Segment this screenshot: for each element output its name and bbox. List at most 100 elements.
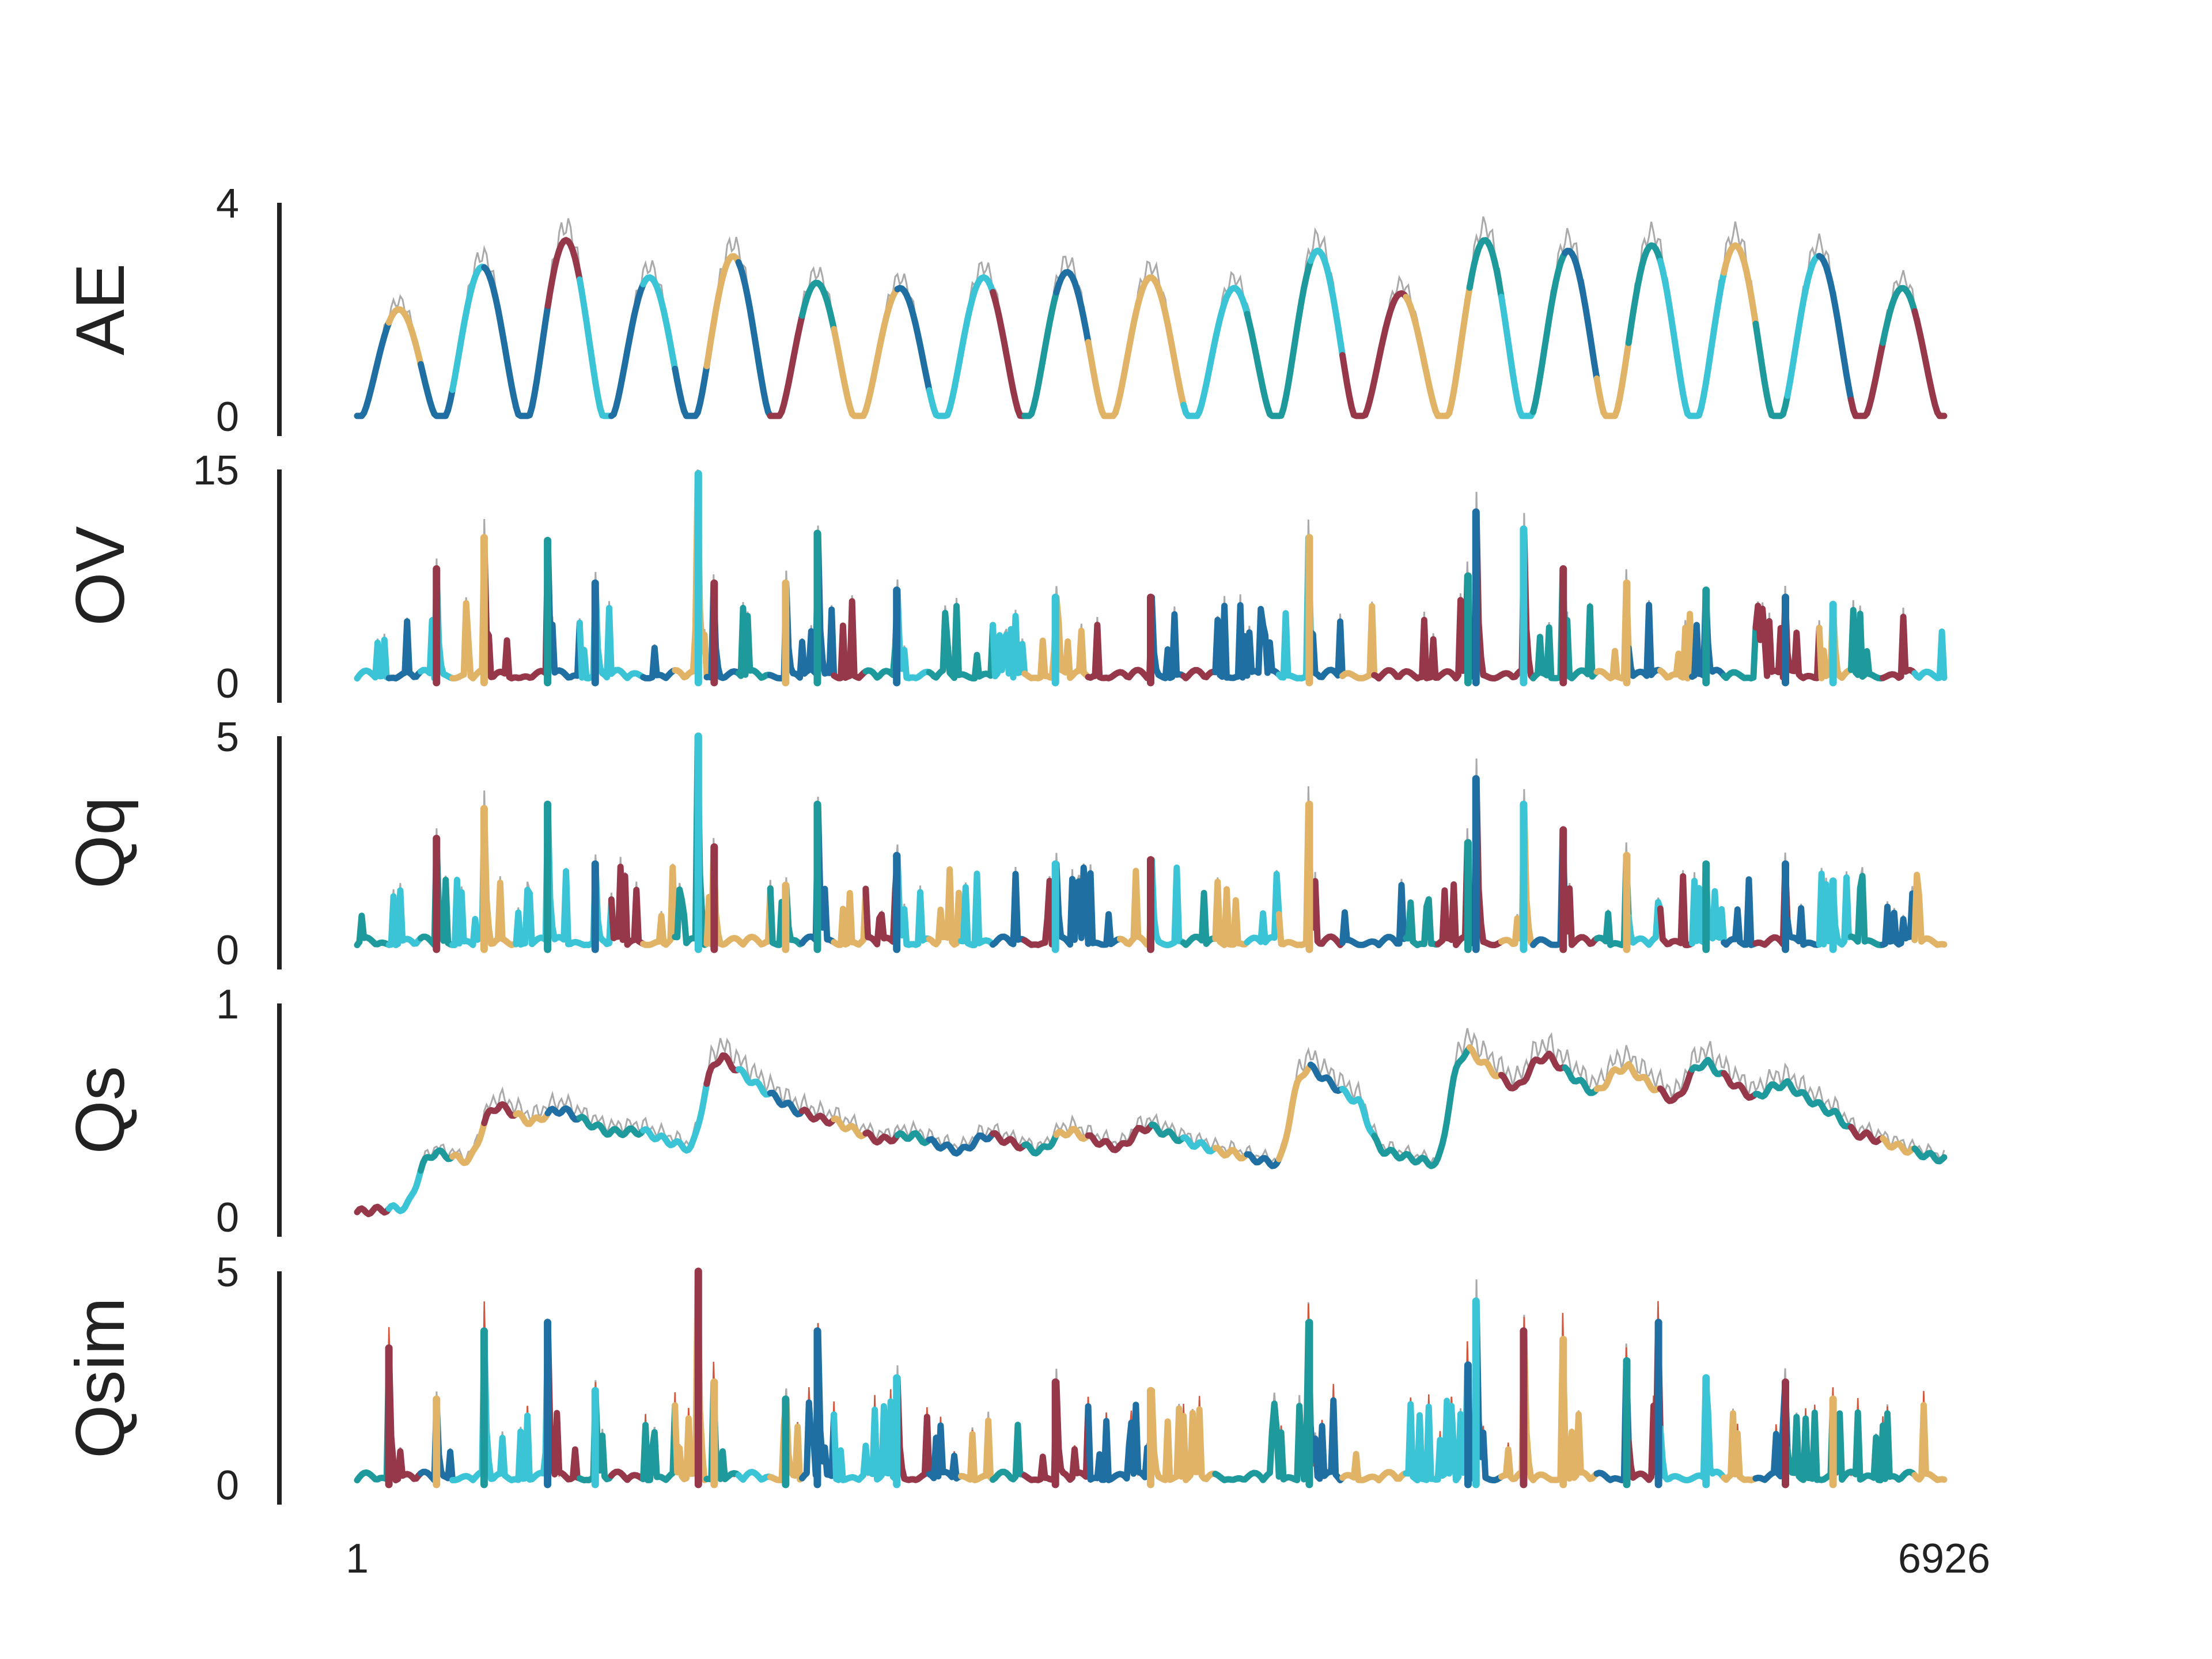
regime-segment bbox=[1562, 1411, 1600, 1482]
regime-segment bbox=[990, 870, 1028, 948]
regime-segment bbox=[1657, 257, 1695, 419]
regime-segment bbox=[1275, 801, 1314, 948]
regime-segment bbox=[672, 363, 710, 419]
regime-segment bbox=[481, 534, 520, 681]
regime-segment bbox=[1880, 1410, 1918, 1483]
regime-segment bbox=[926, 349, 964, 419]
regime-segment bbox=[1498, 801, 1537, 948]
regime-segment bbox=[1721, 1070, 1759, 1101]
y-tick-label-max: 5 bbox=[216, 714, 239, 760]
regime-segment bbox=[1212, 1471, 1251, 1483]
regime-segment bbox=[1530, 249, 1569, 415]
regime-segment bbox=[1403, 1401, 1441, 1484]
regime-segment bbox=[1403, 294, 1441, 419]
x-tick-label-start: 1 bbox=[346, 1536, 369, 1582]
regime-segment bbox=[1149, 594, 1187, 681]
regime-segment bbox=[1562, 1064, 1600, 1096]
regime-segment bbox=[1116, 594, 1155, 681]
observed-series-line bbox=[356, 1028, 1945, 1215]
regime-segment bbox=[1371, 1132, 1410, 1162]
regime-segment bbox=[1403, 616, 1441, 682]
regime-segment bbox=[1784, 1078, 1823, 1108]
regime-segment bbox=[1434, 284, 1473, 419]
regime-segment bbox=[1021, 289, 1060, 419]
regime-segment bbox=[1180, 1406, 1219, 1483]
regime-segment bbox=[1244, 310, 1282, 419]
regime-segment bbox=[735, 1066, 774, 1098]
regime-segment bbox=[1434, 1044, 1473, 1161]
regime-segment bbox=[957, 1130, 997, 1153]
regime-segment bbox=[990, 289, 1028, 419]
regime-segment bbox=[1180, 889, 1219, 948]
regime-segment bbox=[640, 864, 679, 948]
regime-segment bbox=[831, 598, 869, 681]
regime-segment bbox=[1847, 1124, 1887, 1145]
regime-segment bbox=[1625, 899, 1664, 948]
regime-segment bbox=[1562, 885, 1600, 948]
regime-segment bbox=[862, 286, 901, 414]
regime-segment bbox=[957, 274, 997, 356]
regime-segment bbox=[767, 1089, 805, 1118]
regime-segment bbox=[481, 805, 520, 948]
regime-segment bbox=[1116, 857, 1155, 948]
regime-segment bbox=[894, 1374, 933, 1483]
regime-segment bbox=[513, 1319, 551, 1483]
regime-segment bbox=[1498, 1328, 1537, 1483]
regime-segment bbox=[1657, 873, 1695, 949]
regime-segment bbox=[1180, 666, 1219, 681]
regime-segment bbox=[1530, 1050, 1569, 1072]
panel-qsim: 5 0 Qsim bbox=[62, 1249, 1948, 1509]
x-tick-label-end: 6926 bbox=[1898, 1536, 1990, 1582]
y-tick-label-min: 0 bbox=[216, 661, 239, 707]
regime-segment bbox=[1847, 1409, 1887, 1484]
regime-segment bbox=[1116, 1387, 1155, 1482]
regime-segment bbox=[831, 1115, 869, 1139]
regime-segment bbox=[1307, 618, 1346, 680]
regime-segment bbox=[544, 1105, 583, 1123]
regime-segment bbox=[1752, 320, 1791, 419]
regime-segment bbox=[1657, 1425, 1695, 1484]
regime-segment bbox=[862, 1374, 901, 1483]
panels-group: 4 0 AE 15 0 OV 5 0 Qq 1 0 Qs 5 0 Qsim bbox=[62, 181, 1948, 1509]
regime-segment bbox=[1847, 873, 1887, 949]
regime-segment bbox=[926, 866, 964, 948]
panel-qs: 1 0 Qs bbox=[62, 982, 1948, 1241]
regime-segment bbox=[1053, 1378, 1092, 1483]
regime-segment bbox=[1466, 237, 1505, 300]
regime-segment bbox=[1403, 1151, 1441, 1169]
y-tick-label-min: 0 bbox=[216, 927, 239, 974]
regime-segment bbox=[385, 887, 424, 949]
regime-segment bbox=[1180, 336, 1219, 419]
regime-segment bbox=[640, 1402, 679, 1483]
regime-segment bbox=[1403, 896, 1441, 949]
regime-segment bbox=[894, 852, 933, 948]
regime-segment bbox=[608, 1468, 647, 1483]
regime-segment bbox=[544, 801, 583, 948]
regime-segment bbox=[862, 852, 901, 948]
regime-segment bbox=[640, 274, 679, 372]
regime-segment bbox=[449, 1328, 488, 1483]
regime-segment bbox=[1085, 339, 1123, 419]
regime-segment bbox=[735, 885, 774, 948]
regime-segment bbox=[767, 312, 805, 419]
panel-ov: 15 0 OV bbox=[62, 448, 1948, 707]
regime-segment bbox=[513, 302, 551, 419]
regime-segment bbox=[1244, 870, 1282, 946]
regime-segment bbox=[1689, 1056, 1728, 1077]
y-tick-label-min: 0 bbox=[216, 1195, 239, 1241]
regime-segment bbox=[799, 279, 838, 332]
regime-segment bbox=[926, 603, 964, 681]
regime-segment bbox=[1911, 1145, 1948, 1165]
regime-segment bbox=[926, 1422, 964, 1482]
regime-segment bbox=[831, 1411, 869, 1483]
regime-segment bbox=[1212, 285, 1251, 343]
regime-segment bbox=[1880, 890, 1918, 948]
regime-segment bbox=[513, 801, 551, 948]
regime-segment bbox=[1371, 881, 1410, 949]
regime-segment bbox=[385, 618, 424, 682]
y-tick-label-min: 0 bbox=[216, 394, 239, 440]
regime-segment bbox=[640, 1126, 679, 1149]
regime-segment bbox=[1498, 293, 1537, 419]
regime-segment bbox=[957, 622, 997, 681]
